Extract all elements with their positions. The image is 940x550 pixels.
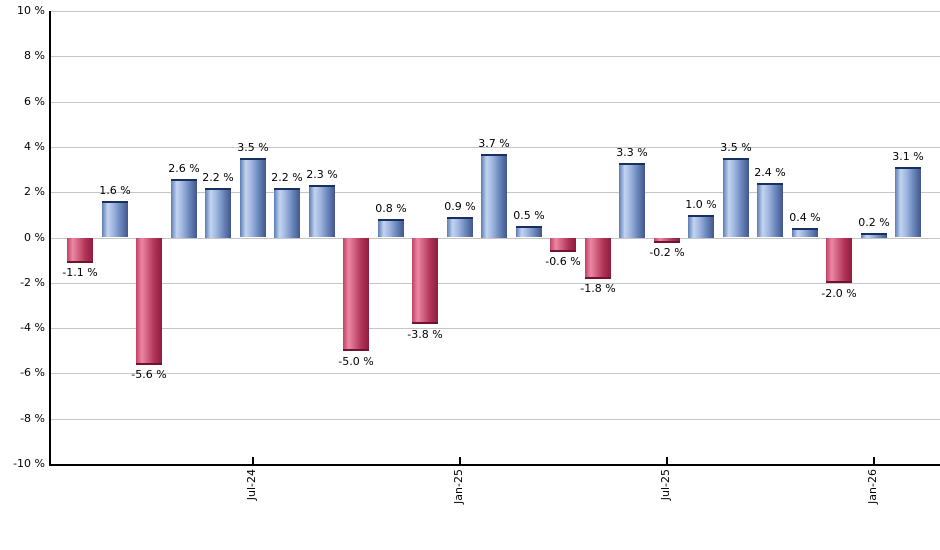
bar-sep-24 [309, 185, 335, 237]
bar-oct-25 [757, 183, 783, 237]
bar-value-label: -0.2 % [649, 246, 685, 259]
y-axis-tick-label: -4 % [20, 321, 45, 334]
bar-value-label: 0.9 % [444, 200, 476, 213]
bar-value-label: 3.1 % [892, 150, 924, 163]
bar-value-label: 3.5 % [720, 141, 752, 154]
bar-value-label: -3.8 % [407, 328, 443, 341]
bar-oct-24 [343, 238, 369, 351]
bar-value-label: -5.6 % [131, 368, 167, 381]
bar-apr-25 [550, 238, 576, 252]
x-axis-tick [459, 457, 461, 465]
bar-jul-24 [240, 158, 266, 237]
bar-sep-25 [723, 158, 749, 237]
bar-dec-24 [412, 238, 438, 324]
bar-jan-26 [861, 233, 887, 238]
y-axis-tick-label: 0 % [24, 231, 45, 244]
bar-aug-24 [274, 188, 300, 238]
bar-value-label: 0.2 % [858, 216, 890, 229]
x-axis-tick-label: Jan-26 [866, 469, 879, 504]
y-axis-tick-label: 10 % [17, 4, 45, 17]
bar-value-label: 0.4 % [789, 211, 821, 224]
x-axis-tick-label: Jul-24 [245, 469, 258, 501]
bar-value-label: 1.0 % [685, 198, 717, 211]
y-axis-tick-label: 8 % [24, 49, 45, 62]
y-axis-tick-label: 2 % [24, 185, 45, 198]
bar-value-label: -0.6 % [545, 255, 581, 268]
gridline [50, 373, 940, 374]
bar-value-label: 3.3 % [616, 146, 648, 159]
gridline [50, 147, 940, 148]
bar-value-label: -1.8 % [580, 282, 616, 295]
bar-value-label: 3.5 % [237, 141, 269, 154]
y-axis-tick-label: -10 % [13, 457, 45, 470]
bar-may-24 [171, 179, 197, 238]
y-axis-tick-label: 6 % [24, 95, 45, 108]
bar-value-label: 1.6 % [99, 184, 131, 197]
bar-value-label: 0.5 % [513, 209, 545, 222]
y-axis-tick-label: -6 % [20, 366, 45, 379]
x-axis-line [49, 464, 940, 466]
bar-value-label: 2.2 % [271, 171, 303, 184]
bar-jan-25 [447, 217, 473, 237]
x-axis-tick [666, 457, 668, 465]
bar-value-label: 0.8 % [375, 202, 407, 215]
bar-may-25 [585, 238, 611, 279]
bar-mar-25 [516, 226, 542, 237]
bar-aug-25 [688, 215, 714, 238]
bar-feb-24 [67, 238, 93, 263]
x-axis-tick [252, 457, 254, 465]
bar-value-label: 2.3 % [306, 168, 338, 181]
gridline [50, 11, 940, 12]
gridline [50, 419, 940, 420]
gridline [50, 102, 940, 103]
gridline [50, 56, 940, 57]
bar-feb-26 [895, 167, 921, 237]
gridline [50, 283, 940, 284]
bar-value-label: 2.2 % [202, 171, 234, 184]
bar-jul-25 [654, 238, 680, 243]
gridline [50, 238, 940, 239]
bar-jun-25 [619, 163, 645, 238]
y-axis-tick-label: 4 % [24, 140, 45, 153]
x-axis-tick [873, 457, 875, 465]
y-axis-tick-label: -8 % [20, 412, 45, 425]
bar-value-label: 2.6 % [168, 162, 200, 175]
bar-nov-25 [792, 228, 818, 237]
y-axis-tick-label: -2 % [20, 276, 45, 289]
x-axis-tick-label: Jan-25 [452, 469, 465, 504]
bar-dec-25 [826, 238, 852, 283]
bar-jun-24 [205, 188, 231, 238]
gridline [50, 328, 940, 329]
bar-apr-24 [136, 238, 162, 365]
x-axis-tick-label: Jul-25 [659, 469, 672, 501]
bar-value-label: 3.7 % [478, 137, 510, 150]
bar-nov-24 [378, 219, 404, 237]
bar-feb-25 [481, 154, 507, 238]
bar-value-label: -5.0 % [338, 355, 374, 368]
y-axis-line [49, 11, 51, 465]
bar-value-label: 2.4 % [754, 166, 786, 179]
bar-value-label: -1.1 % [62, 266, 98, 279]
bar-value-label: -2.0 % [821, 287, 857, 300]
bar-mar-24 [102, 201, 128, 237]
